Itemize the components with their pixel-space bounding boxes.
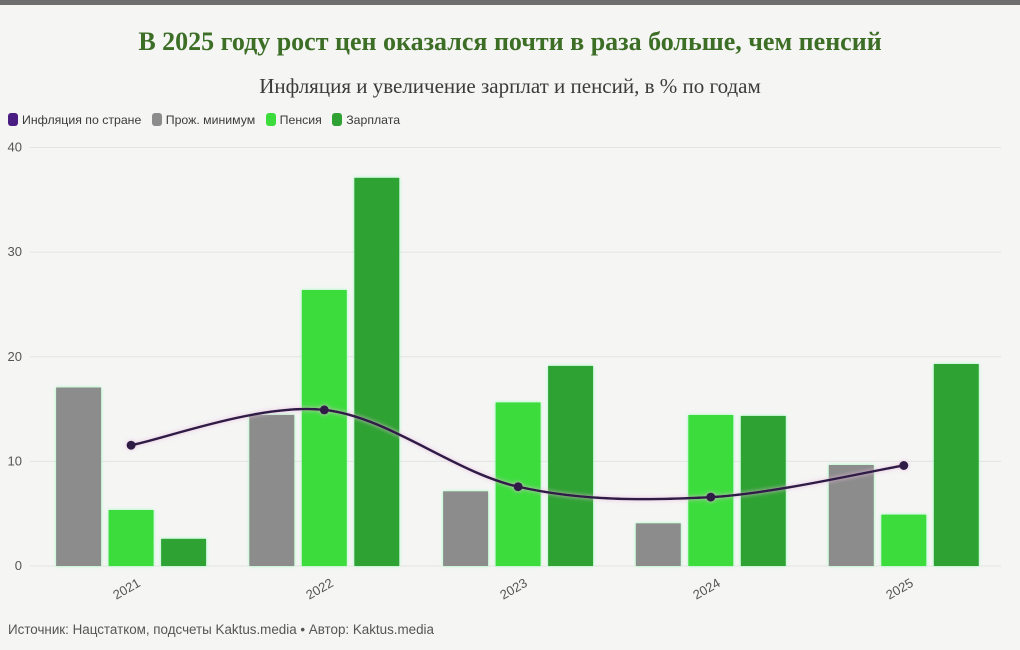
svg-text:10: 10 xyxy=(8,453,22,468)
svg-text:30: 30 xyxy=(8,244,22,259)
svg-text:0: 0 xyxy=(15,558,22,573)
svg-text:40: 40 xyxy=(8,140,22,155)
svg-text:20: 20 xyxy=(8,349,22,364)
